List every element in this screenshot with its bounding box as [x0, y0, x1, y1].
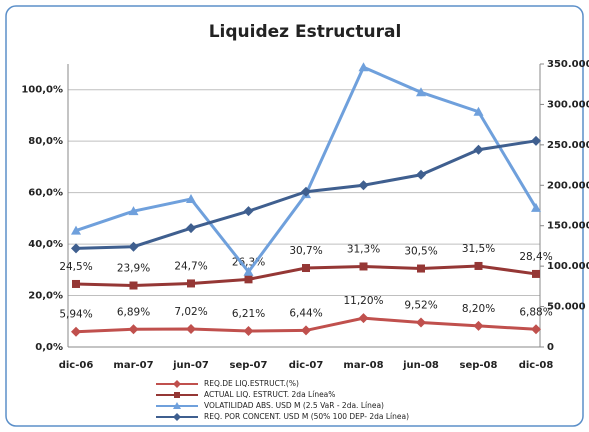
legend-label: ACTUAL LIQ. ESTRUCT. 2da Línea%: [204, 390, 335, 399]
chart-title: Liquidez Estructural: [209, 22, 402, 42]
data-point: [244, 275, 253, 284]
data-label: 24,5%: [59, 261, 92, 273]
x-tick-label: sep-07: [230, 360, 268, 371]
data-label: 6,88%: [519, 306, 552, 318]
data-label: 30,7%: [289, 245, 322, 257]
legend-label: REQ. POR CONCENT. USD M (50% 100 DEP- 2d…: [204, 412, 409, 421]
y-tick-label: 100,0%: [21, 85, 63, 96]
data-point: [416, 87, 426, 97]
data-point: [473, 144, 484, 155]
data-point: [359, 262, 368, 271]
y-tick-label: 60,0%: [28, 188, 63, 199]
y2-tick-label: 350.000: [547, 59, 589, 70]
data-label: 7,02%: [174, 306, 207, 318]
data-label: 6,21%: [232, 308, 265, 320]
data-point: [71, 225, 81, 235]
x-tick-label: sep-08: [460, 360, 498, 371]
data-label: 31,5%: [462, 243, 495, 255]
data-label: 11,20%: [343, 295, 383, 307]
data-label: 24,7%: [174, 260, 207, 272]
data-point: [187, 279, 195, 288]
data-label: 9,52%: [404, 300, 437, 312]
data-point: [186, 223, 196, 234]
data-point: [128, 324, 139, 335]
data-point: [243, 326, 254, 337]
data-point: [473, 320, 484, 331]
y2-tick-label: 150.000: [547, 221, 589, 232]
data-point: [186, 323, 196, 334]
y-tick-label: 40,0%: [28, 239, 63, 250]
data-label: 6,89%: [117, 306, 150, 318]
x-tick-label: dic-06: [59, 360, 94, 371]
data-point: [301, 186, 311, 197]
data-label: 30,5%: [404, 246, 437, 258]
data-point: [71, 326, 81, 337]
data-point: [186, 194, 196, 204]
y2-tick-label: 250.000: [547, 140, 589, 151]
legend-label: VOLATILIDAD ABS. USD M (2.5 VaR - 2da. L…: [204, 401, 384, 410]
legend-marker: [173, 413, 181, 421]
data-label: 6,44%: [289, 307, 322, 319]
x-tick-label: dic-08: [519, 360, 554, 371]
data-point: [128, 241, 139, 252]
data-point: [129, 281, 138, 290]
legend-marker: [173, 402, 181, 409]
data-point: [302, 264, 310, 273]
data-point: [531, 135, 541, 146]
data-point: [72, 279, 80, 288]
data-point: [243, 206, 254, 217]
chart-frame: [5, 5, 584, 427]
data-point: [301, 325, 311, 336]
x-tick-label: jun-07: [172, 360, 209, 371]
data-point: [531, 324, 541, 335]
data-label: 23,9%: [117, 263, 150, 275]
data-point: [128, 206, 139, 216]
legend-label: REQ.DE LIQ.ESTRUCT.(%): [204, 379, 299, 388]
legend-marker: [173, 380, 181, 388]
data-point: [416, 169, 426, 180]
y-tick-label: 0,0%: [35, 342, 63, 353]
legend-marker: [174, 392, 180, 398]
x-tick-label: jun-08: [402, 360, 439, 371]
data-point: [416, 317, 426, 328]
x-tick-label: mar-08: [343, 360, 383, 371]
y2-tick-label: 300.000: [547, 99, 589, 110]
x-tick-label: mar-07: [113, 360, 153, 371]
y-tick-label: 20,0%: [28, 291, 63, 302]
data-label: 8,20%: [462, 303, 495, 315]
y2-tick-label: 50.000: [547, 302, 586, 313]
x-tick-label: dic-07: [289, 360, 324, 371]
data-point: [474, 261, 483, 270]
data-label: 28,4%: [519, 251, 552, 263]
data-point: [532, 269, 540, 278]
data-point: [473, 106, 484, 116]
data-point: [71, 243, 81, 254]
data-label: 5,94%: [59, 309, 92, 321]
data-point: [243, 266, 254, 276]
y2-tick-label: 100.000: [547, 261, 589, 272]
data-point: [358, 180, 369, 191]
data-label: 31,3%: [347, 243, 380, 255]
data-point: [531, 202, 541, 212]
data-point: [358, 62, 369, 72]
y2-tick-label: 0: [547, 342, 554, 353]
data-point: [417, 264, 425, 273]
y-tick-label: 80,0%: [28, 136, 63, 147]
data-point: [358, 313, 369, 324]
y2-tick-label: 200.000: [547, 180, 589, 191]
